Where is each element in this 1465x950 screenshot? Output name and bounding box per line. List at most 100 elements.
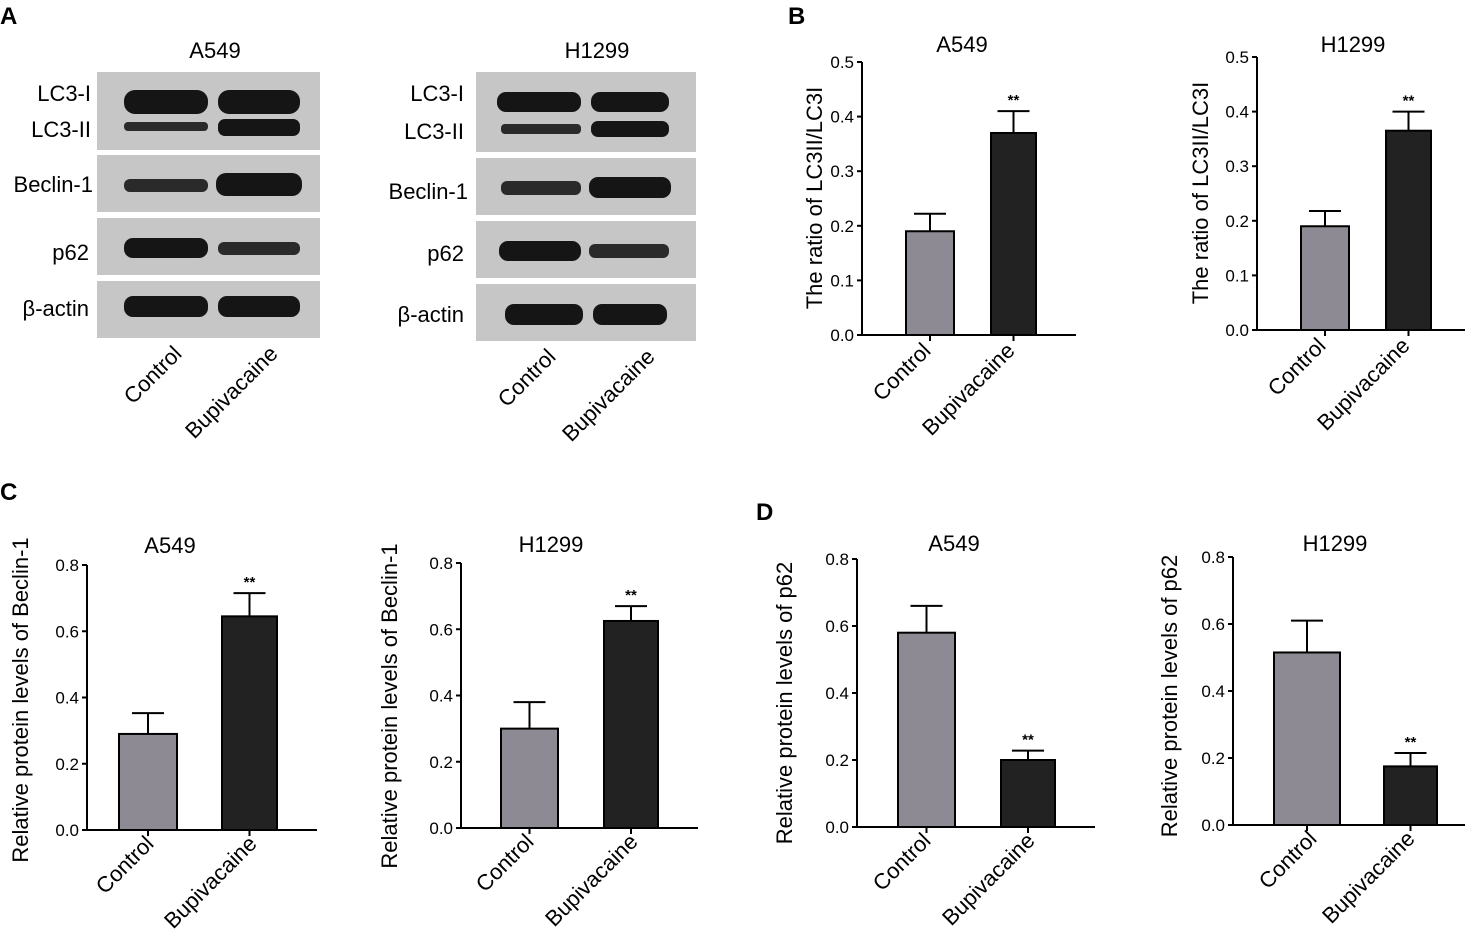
y-axis-label: The ratio of LC3II/LC3I (802, 87, 827, 310)
y-tick-label: 0.0 (825, 818, 849, 837)
panel-letter-a: A (0, 3, 17, 30)
bar (905, 230, 955, 336)
bar-chart-c-a549: ** 0.0 0.2 0.4 0.6 0.8 Control Bupivacaine A549 R… (8, 533, 317, 933)
bar-chart-b-a549: **0.00.10.20.30.40.5ControlBupivacaineA5… (802, 32, 1076, 440)
chart-title: A549 (144, 533, 195, 558)
bar (1383, 765, 1438, 826)
band (589, 177, 671, 198)
y-tick-label: 0.3 (1225, 157, 1249, 176)
y-axis-label: Relative protein levels of Beclin-1 (377, 543, 402, 868)
band (124, 179, 208, 192)
lane-label: Bupivacaine (557, 344, 659, 446)
y-axis-label: Relative protein levels of p62 (772, 562, 797, 845)
row-label: β-actin (23, 296, 89, 321)
y-tick-label: 0.1 (830, 271, 854, 290)
row-label: LC3-II (404, 119, 464, 144)
y-tick-label: 0.4 (825, 684, 849, 703)
y-tick-label: 0.2 (1225, 212, 1249, 231)
bar (1385, 129, 1432, 331)
band (124, 90, 208, 114)
y-tick-label: 0.4 (1201, 682, 1225, 701)
bar-chart-c-h1299: ** 0.0 0.2 0.4 0.6 0.8 Control Bupivacaine H1299… (377, 532, 698, 931)
row-label: Beclin-1 (14, 172, 93, 197)
lane-label: Control (493, 344, 561, 412)
bar (1300, 225, 1350, 331)
bar-chart-d-a549: ** 0.0 0.2 0.4 0.6 0.8 Control Bupivacaine A549 R… (772, 531, 1095, 930)
significance-label: ** (1405, 734, 1417, 751)
band (124, 296, 208, 317)
band (501, 181, 581, 195)
y-tick-label: 0.1 (1225, 266, 1249, 285)
chart-title: H1299 (1303, 531, 1368, 556)
row-label: p62 (52, 240, 89, 265)
category-label: Bupivacaine (159, 831, 261, 933)
blot-title: H1299 (565, 38, 630, 63)
bar (221, 615, 278, 831)
panel-letter-d: D (756, 499, 773, 526)
band (593, 304, 667, 325)
band (501, 124, 581, 134)
category-label: Control (868, 828, 936, 896)
category-label: Control (1254, 826, 1322, 894)
y-tick-label: 0.0 (55, 821, 79, 840)
bar (603, 619, 659, 829)
y-tick-label: 0.8 (55, 556, 79, 575)
significance-label: ** (244, 574, 256, 591)
y-tick-label: 0.0 (830, 326, 854, 345)
significance-label: ** (1022, 732, 1034, 749)
lane-label: Bupivacaine (180, 341, 282, 443)
band (505, 304, 583, 325)
y-tick-label: 0.2 (830, 217, 854, 236)
row-label: p62 (427, 241, 464, 266)
category-label: Control (868, 338, 936, 406)
category-label: Control (471, 829, 539, 897)
y-tick-label: 0.4 (1225, 103, 1249, 122)
bar (500, 727, 559, 829)
panel-letter-c: C (0, 479, 17, 506)
bar (897, 631, 956, 829)
y-tick-label: 0.4 (429, 687, 453, 706)
significance-label: ** (1403, 93, 1415, 110)
y-axis-label: Relative protein levels of p62 (1157, 555, 1182, 838)
significance-label: ** (1008, 92, 1020, 109)
y-tick-label: 0.5 (1225, 48, 1249, 67)
bar-chart-b-h1299: **0.00.10.20.30.40.5ControlBupivacaineH1… (1188, 32, 1465, 435)
y-tick-label: 0.6 (429, 620, 453, 639)
row-label: LC3-I (37, 81, 91, 106)
western-blot-h1299: H1299 LC3-I LC3-II Beclin-1 p62 β-actin … (389, 38, 696, 446)
significance-label: ** (625, 587, 637, 604)
y-tick-label: 0.0 (429, 819, 453, 838)
band (218, 242, 300, 255)
row-label: β-actin (398, 302, 464, 327)
chart-title: H1299 (519, 532, 584, 557)
band (218, 90, 300, 114)
y-tick-label: 0.6 (825, 617, 849, 636)
y-tick-label: 0.2 (429, 753, 453, 772)
band (589, 244, 669, 258)
band (216, 173, 302, 196)
band (591, 121, 669, 137)
category-label: Bupivacaine (540, 829, 642, 931)
chart-title: A549 (928, 531, 979, 556)
y-tick-label: 0.3 (830, 162, 854, 181)
y-tick-label: 0.8 (825, 550, 849, 569)
band (124, 122, 208, 131)
band (218, 296, 300, 317)
y-tick-label: 0.0 (1225, 321, 1249, 340)
y-tick-label: 0.8 (429, 554, 453, 573)
band (591, 92, 669, 112)
y-tick-label: 0.2 (55, 755, 79, 774)
blot-title: A549 (189, 38, 240, 63)
band (218, 119, 300, 136)
row-label: LC3-I (410, 81, 464, 106)
category-label: Control (91, 831, 159, 899)
bar (990, 131, 1037, 336)
category-label: Bupivacaine (1317, 826, 1419, 928)
y-tick-label: 0.0 (1201, 816, 1225, 835)
y-tick-label: 0.4 (55, 689, 79, 708)
row-label: Beclin-1 (389, 179, 468, 204)
bar (1000, 759, 1056, 828)
chart-title: A549 (936, 32, 987, 57)
